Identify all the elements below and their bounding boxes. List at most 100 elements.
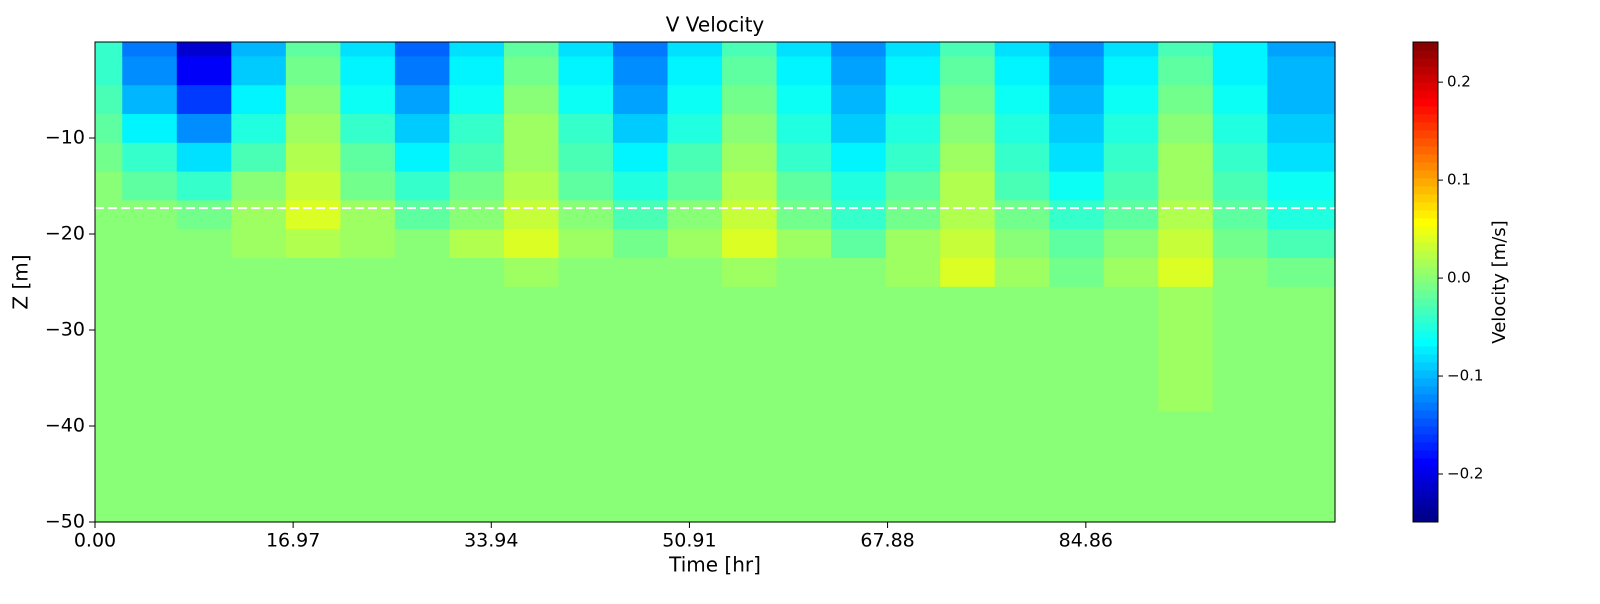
contour-cell: [994, 42, 1050, 57]
y-tick-label: −40: [45, 415, 85, 437]
contour-cell: [831, 258, 887, 288]
contour-cell: [613, 85, 669, 115]
contour-cell: [1049, 258, 1105, 288]
contour-cell: [558, 411, 614, 523]
contour-cell: [558, 258, 614, 288]
contour-cell: [667, 114, 723, 144]
contour-cell: [613, 411, 669, 523]
contour-cell: [1212, 286, 1268, 413]
colorbar-swatch: [1413, 194, 1438, 203]
contour-cell: [613, 229, 669, 259]
contour-cell: [231, 286, 287, 413]
contour-cell: [994, 171, 1050, 201]
contour-cell: [558, 85, 614, 115]
contour-cell: [1049, 114, 1105, 144]
colorbar-swatch: [1413, 402, 1438, 411]
contour-cell: [940, 114, 996, 144]
contour-cell: [285, 56, 341, 86]
contour-cell: [122, 85, 178, 115]
colorbar-swatch: [1413, 266, 1438, 275]
contour-cell: [503, 200, 560, 230]
contour-cell: [1103, 286, 1159, 413]
contour-cell: [1267, 56, 1336, 86]
contour-cell: [285, 85, 341, 115]
contour-cell: [831, 85, 887, 115]
contour-cell: [831, 286, 887, 413]
contour-cell: [613, 171, 669, 201]
contour-cell: [776, 42, 832, 57]
contour-cell: [95, 56, 123, 86]
contour-cell: [95, 286, 123, 413]
contour-cell: [1267, 200, 1336, 230]
contour-cell: [176, 229, 232, 259]
y-tick-label: −20: [45, 223, 85, 245]
contour-cell: [449, 56, 505, 86]
x-tick-label: 0.00: [74, 530, 116, 552]
contour-cell: [1049, 142, 1105, 173]
colorbar-swatch: [1413, 162, 1438, 171]
contour-cell: [1212, 411, 1268, 523]
contour-cell: [613, 114, 669, 144]
contour-cell: [122, 142, 178, 173]
contour-cell: [1267, 85, 1336, 115]
contour-cell: [558, 42, 614, 57]
colorbar-swatch: [1413, 226, 1438, 235]
contour-cell: [1049, 56, 1105, 86]
contour-cell: [231, 85, 287, 115]
contour-cell: [940, 85, 996, 115]
contour-cell: [940, 258, 996, 288]
contour-cell: [1267, 114, 1336, 144]
colorbar-swatch: [1413, 90, 1438, 99]
contour-cell: [776, 286, 832, 413]
contour-cell: [176, 258, 232, 288]
colorbar-swatch: [1413, 114, 1438, 123]
contour-cell: [831, 142, 887, 173]
colorbar-swatch: [1413, 434, 1438, 443]
contour-cell: [394, 200, 451, 230]
colorbar-swatch: [1413, 202, 1438, 211]
contour-cell: [1103, 56, 1159, 86]
contour-cell: [231, 114, 287, 144]
contour-cell: [1103, 42, 1159, 57]
contour-cell: [231, 411, 287, 523]
contour-cell: [176, 56, 232, 86]
contour-cell: [885, 200, 941, 230]
contour-cell: [503, 142, 560, 173]
colorbar-swatch: [1413, 514, 1438, 523]
contour-cell: [1103, 229, 1159, 259]
contour-cell: [940, 411, 996, 523]
contour-cell: [994, 286, 1050, 413]
contour-cell: [394, 42, 451, 57]
contour-cell: [503, 42, 560, 57]
contour-cell: [994, 258, 1050, 288]
contour-cell: [667, 85, 723, 115]
contour-cell: [1158, 114, 1214, 144]
colorbar-swatch: [1413, 282, 1438, 291]
contour-cell: [1103, 142, 1159, 173]
contour-cell: [831, 171, 887, 201]
contour-cell: [176, 85, 232, 115]
x-tick-label: 16.97: [266, 530, 320, 552]
contour-cell: [1158, 411, 1214, 523]
contour-cell: [1212, 56, 1268, 86]
colorbar-frame: [1412, 41, 1439, 523]
contour-cell: [722, 85, 778, 115]
contour-cell: [449, 411, 505, 523]
contour-cell: [667, 56, 723, 86]
y-tick-label: −30: [45, 319, 85, 341]
contour-cell: [122, 56, 178, 86]
contour-cell: [1049, 200, 1105, 230]
contour-cell: [449, 42, 505, 57]
contour-cell: [885, 56, 941, 86]
contour-cell: [940, 286, 996, 413]
contour-cell: [285, 42, 341, 57]
contour-cell: [285, 171, 341, 201]
contour-cell: [940, 171, 996, 201]
contour-cell: [558, 200, 614, 230]
contour-cell: [722, 171, 778, 201]
contour-cell: [231, 258, 287, 288]
contour-cell: [449, 142, 505, 173]
contour-cell: [831, 42, 887, 57]
colorbar-swatch: [1413, 290, 1438, 299]
contour-cell: [994, 411, 1050, 523]
